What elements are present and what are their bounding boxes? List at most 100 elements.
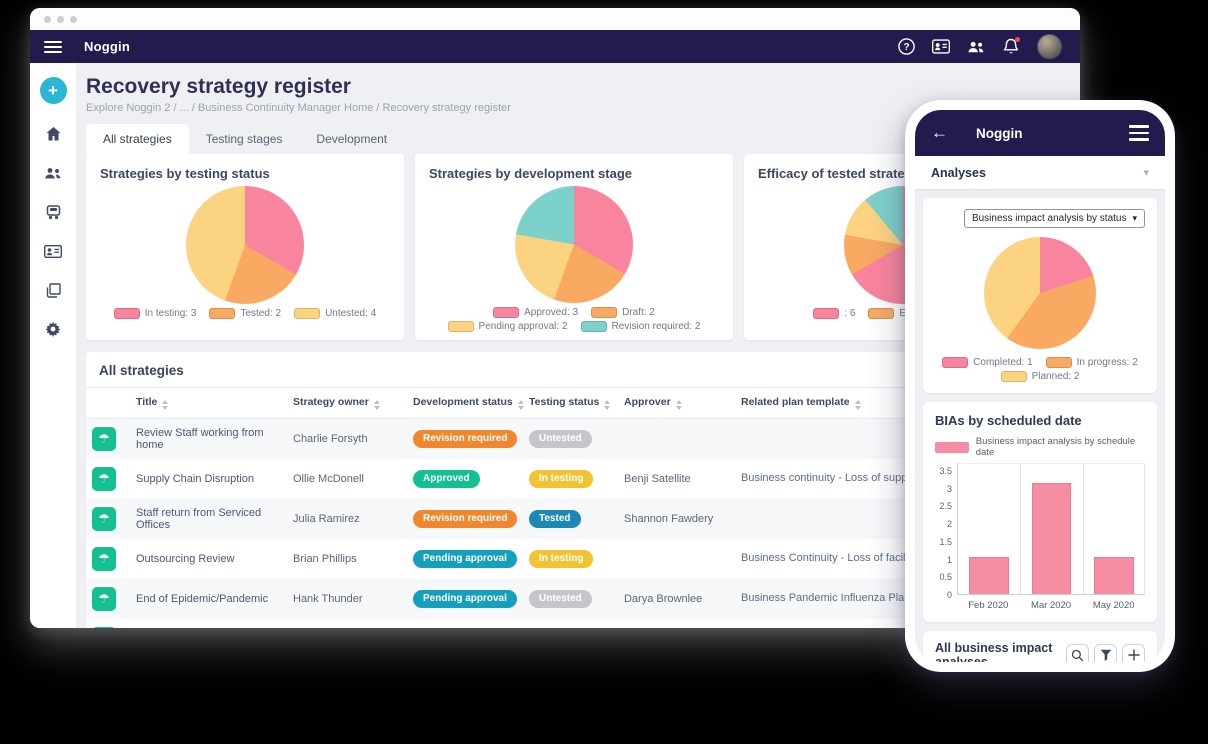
legend-label: : 6 [844, 308, 856, 319]
tab-bar: All strategies Testing stages Developmen… [86, 124, 1064, 154]
chart-card-testing-status: Strategies by testing status In testing:… [86, 154, 404, 340]
sidebar-contact-card-icon[interactable] [44, 242, 62, 260]
people-icon[interactable] [967, 38, 985, 56]
strategy-title: Outsourcing Review [136, 553, 235, 565]
phone-content: Business impact analysis by status ▾ Com… [915, 189, 1165, 662]
table-row[interactable]: ☂ Review Staff working from home Charlie… [86, 418, 1064, 459]
testing-status-badge: In testing [529, 550, 594, 568]
breadcrumb[interactable]: Explore Noggin 2 / ... / Business Contin… [86, 102, 511, 114]
svg-text:?: ? [903, 42, 909, 53]
sidebar-settings-icon[interactable] [44, 320, 62, 338]
approver: Shannon Fawdery [624, 513, 714, 525]
legend-label: In progress: 2 [1076, 357, 1138, 368]
sidebar-documents-icon[interactable] [44, 281, 62, 299]
testing-status-badge: In testing [529, 470, 594, 488]
testing-status-badge: Tested [529, 510, 581, 528]
column-header-testing-status[interactable]: Testing status [523, 387, 618, 419]
window-control-dot[interactable] [44, 15, 51, 23]
strategy-owner: Wendy Smith [287, 619, 407, 628]
x-tick: Mar 2020 [1030, 600, 1072, 611]
phone-overlay: ← Noggin Analyses ▾ Business impact anal… [905, 100, 1175, 672]
umbrella-icon: ☂ [92, 547, 116, 571]
development-status-badge: Revision required [413, 510, 518, 528]
analysis-type-select[interactable]: Business impact analysis by status ▾ [963, 209, 1145, 228]
sidebar-home-icon[interactable] [44, 125, 62, 143]
legend-label: Draft: 2 [622, 307, 655, 318]
strategies-table-card: All strategies Title Strategy owner Deve… [86, 352, 1064, 628]
legend-label: Pending approval: 2 [478, 321, 568, 332]
development-status-badge: Pending approval [413, 550, 517, 568]
window-control-dot[interactable] [57, 15, 64, 23]
chart-legend: Completed: 1 In progress: 2 Planned: 2 [935, 357, 1145, 382]
pie-chart-development-stage [515, 186, 633, 303]
approver: Benji Satellite [624, 473, 691, 485]
filter-button[interactable] [1094, 643, 1117, 662]
legend-swatch [942, 357, 969, 368]
legend-label: Approved: 3 [524, 307, 579, 318]
bar-chart-title: BIAs by scheduled date [935, 413, 1082, 428]
sort-icon [675, 400, 682, 410]
back-arrow-icon[interactable]: ← [931, 123, 948, 142]
tab-all-strategies[interactable]: All strategies [86, 124, 189, 154]
development-status-badge: Revision required [413, 430, 518, 448]
testing-status-badge: Untested [529, 430, 592, 448]
user-avatar[interactable] [1037, 34, 1062, 59]
search-button[interactable] [1066, 643, 1089, 662]
column-label: Approver [624, 396, 671, 408]
select-chevron-icon: ▾ [1132, 213, 1137, 223]
chart-title: Efficacy of tested strategies [758, 166, 931, 181]
column-header-development-status[interactable]: Development status [407, 387, 524, 419]
chart-title: Strategies by testing status [100, 166, 270, 181]
page-title: Recovery strategy register [86, 75, 351, 98]
phone-menu-icon[interactable] [1129, 125, 1149, 141]
analyses-dropdown[interactable]: Analyses ▾ [915, 156, 1165, 189]
table-row[interactable]: ☂ Staff return from Serviced Offices Jul… [86, 499, 1064, 539]
approver: Darya Brownlee [624, 593, 703, 605]
column-label: Related plan template [741, 396, 850, 408]
y-tick: 1.5 [939, 536, 952, 547]
notifications-bell-icon[interactable] [1002, 36, 1020, 56]
y-tick: 3 [946, 483, 952, 494]
table-row[interactable]: ☂ Supply Chain Review Wendy Smith Approv… [86, 619, 1064, 628]
tab-development[interactable]: Development [316, 132, 388, 146]
umbrella-icon: ☂ [92, 627, 116, 628]
column-header-owner[interactable]: Strategy owner [287, 387, 407, 419]
y-axis: 3.5 3 2.5 2 1.5 1 0.5 0 [935, 463, 957, 600]
menu-icon[interactable] [44, 40, 62, 53]
column-header-title[interactable]: Title [130, 387, 287, 419]
bar-mar-2020 [1031, 482, 1072, 594]
strategy-owner: Julia Ramirez [293, 513, 360, 525]
table-row[interactable]: ☂ End of Epidemic/Pandemic Hank Thunder … [86, 579, 1064, 619]
tab-testing-stages[interactable]: Testing stages [205, 132, 283, 146]
contact-card-icon[interactable] [932, 38, 950, 56]
sidebar-vehicle-icon[interactable] [44, 203, 62, 221]
x-tick: May 2020 [1092, 600, 1135, 611]
add-analysis-button[interactable] [1122, 643, 1145, 662]
table-row[interactable]: ☂ Supply Chain Disruption Ollie McDonell… [86, 459, 1064, 499]
y-tick: 3.5 [939, 466, 952, 476]
add-button[interactable]: + [39, 77, 67, 104]
column-header-approver[interactable]: Approver [618, 387, 735, 419]
legend-swatch [1000, 371, 1027, 382]
help-icon[interactable]: ? [897, 38, 915, 56]
legend-swatch [113, 308, 140, 319]
topbar-actions: ? [897, 34, 1062, 59]
strategy-title: End of Epidemic/Pandemic [136, 593, 269, 605]
sort-icon [604, 400, 611, 410]
gridline [1020, 464, 1022, 594]
legend-swatch [580, 321, 607, 332]
legend-swatch [868, 308, 895, 319]
gridline [1144, 464, 1145, 594]
legend-swatch [447, 321, 474, 332]
window-control-dot[interactable] [70, 15, 77, 23]
bar-chart-legend: Business impact analysis by schedule dat… [935, 436, 1145, 458]
strategy-title: Supply Chain Disruption [136, 473, 255, 485]
legend-label: Planned: 2 [1031, 371, 1080, 382]
phone-header: ← Noggin [915, 110, 1165, 156]
sidebar-teams-icon[interactable] [44, 164, 62, 182]
sort-icon [854, 400, 861, 410]
column-label: Strategy owner [293, 396, 369, 408]
strategy-owner: Brian Phillips [293, 553, 357, 565]
legend-swatch [294, 308, 321, 319]
